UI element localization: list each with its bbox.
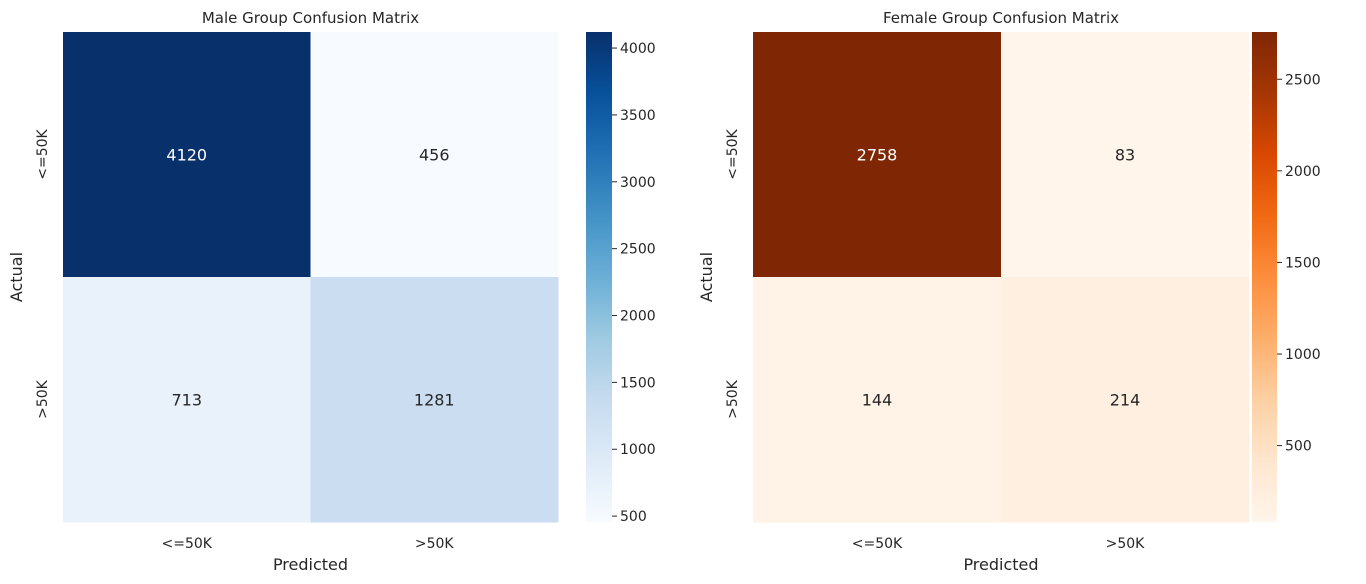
- colorbar-tick-label: 1500: [1285, 255, 1321, 271]
- x-tick-label: <=50K: [852, 536, 903, 552]
- colorbar-tick-label: 3000: [620, 175, 656, 191]
- cell-value-label: 4120: [166, 146, 207, 165]
- x-axis-label: Predicted: [273, 555, 348, 574]
- colorbar-tick-label: 500: [1285, 439, 1312, 455]
- heatmap-cell: [310, 32, 559, 278]
- colorbar-tick-label: 2000: [1285, 164, 1321, 180]
- heatmap-cell: [753, 32, 1002, 278]
- cell-value-label: 713: [171, 391, 202, 410]
- cell-value-label: 83: [1115, 146, 1135, 165]
- colorbar-tick-label: 1000: [620, 442, 656, 458]
- y-axis-label: Actual: [697, 252, 716, 302]
- heatmap-cell: [310, 277, 559, 523]
- colorbar-tick-label: 4000: [620, 41, 656, 57]
- y-tick-label: <=50K: [725, 128, 741, 179]
- colorbar-tick-label: 2500: [1285, 72, 1321, 88]
- heatmap-cell: [63, 32, 311, 278]
- cell-value-label: 2758: [857, 146, 898, 165]
- colorbar-tick-label: 500: [620, 509, 647, 525]
- heatmap-panel-2: 2758 83 144 214: [753, 32, 1250, 523]
- cell-value-label: 456: [419, 146, 450, 165]
- y-tick-label: >50K: [725, 379, 741, 419]
- x-tick-label: <=50K: [162, 536, 213, 552]
- colorbar: [586, 32, 612, 522]
- cell-value-label: 1281: [414, 391, 455, 410]
- y-axis-label: Actual: [7, 252, 26, 302]
- colorbar-tick-label: 2500: [620, 242, 656, 258]
- heatmap-cell: [1001, 277, 1250, 523]
- heatmap-cell: [1001, 32, 1250, 278]
- heatmap-panel-1: 4120 456 713 1281: [63, 32, 559, 523]
- chart-title: Male Group Confusion Matrix: [202, 9, 419, 27]
- cell-value-label: 214: [1110, 391, 1141, 410]
- x-tick-label: >50K: [415, 536, 455, 552]
- colorbar-tick-label: 3500: [620, 108, 656, 124]
- colorbar: [1252, 32, 1277, 522]
- chart-title: Female Group Confusion Matrix: [883, 9, 1119, 27]
- colorbar-tick-label: 1500: [620, 375, 656, 391]
- heatmap-cell: [753, 277, 1002, 523]
- colorbar-tick-label: 2000: [620, 309, 656, 325]
- heatmap-cell: [63, 277, 311, 523]
- colorbar-tick-label: 1000: [1285, 347, 1321, 363]
- x-axis-label: Predicted: [963, 555, 1038, 574]
- y-tick-label: <=50K: [35, 128, 51, 179]
- x-tick-label: >50K: [1106, 536, 1146, 552]
- y-tick-label: >50K: [35, 379, 51, 419]
- cell-value-label: 144: [862, 391, 893, 410]
